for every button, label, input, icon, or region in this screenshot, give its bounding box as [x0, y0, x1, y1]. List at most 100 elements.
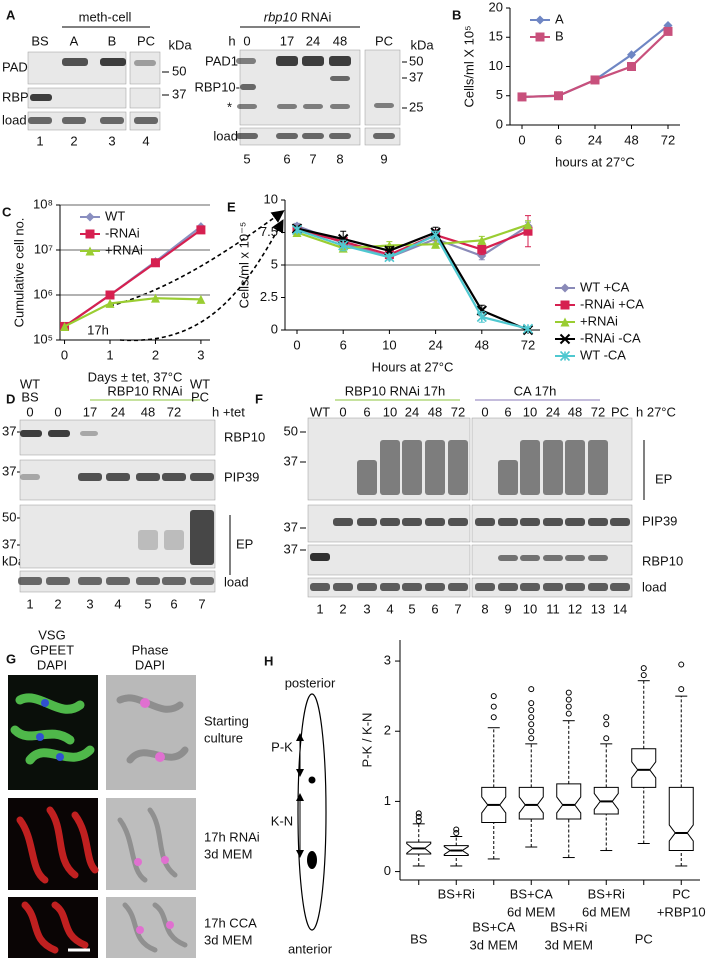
legend-label: -RNAi — [105, 225, 140, 240]
x-tick-label: 3d MEM — [545, 937, 593, 952]
label: 0 — [54, 404, 61, 419]
row-label: Starting — [204, 713, 249, 728]
blot-band — [357, 583, 377, 591]
legend-marker — [559, 350, 571, 362]
lane-number: 8 — [481, 601, 488, 616]
row-label: RBP10- — [194, 79, 240, 94]
blot-band — [520, 518, 540, 526]
label: P-K — [271, 739, 293, 754]
blot-band — [18, 577, 42, 585]
label: RBP10 RNAi — [107, 383, 182, 398]
marker — [196, 225, 206, 235]
blot-strip — [27, 51, 127, 85]
blot-band — [190, 473, 214, 481]
lane-number: 7 — [309, 151, 316, 166]
series-line — [64, 297, 201, 328]
series-line — [296, 228, 529, 330]
blot-band — [134, 117, 158, 124]
row-label: load — [224, 574, 249, 589]
outlier — [640, 672, 647, 679]
blot-band — [46, 577, 70, 585]
label: RNAi — [301, 9, 331, 24]
label: Phase — [132, 642, 169, 657]
size-marker: 50 — [172, 63, 186, 78]
marker — [291, 224, 303, 235]
blot-band — [498, 583, 518, 591]
x-tick-label: 10 — [382, 337, 396, 352]
legend-label: -RNAi +CA — [580, 296, 644, 311]
marker — [477, 235, 487, 245]
lane-number: 2 — [339, 601, 346, 616]
size-marker: 37 — [2, 463, 16, 478]
blot-band — [520, 583, 540, 591]
label: DAPI — [37, 657, 67, 672]
blot-band — [333, 518, 353, 526]
annotation: 17h — [87, 322, 109, 337]
legend-label: -RNAi -CA — [580, 330, 641, 345]
marker — [522, 323, 534, 334]
x-tick-label: PC — [635, 931, 653, 946]
lane-number: 1 — [36, 133, 43, 148]
label: posterior — [285, 675, 336, 690]
blot-band — [106, 577, 130, 585]
marker — [196, 294, 206, 304]
lane-number: 7 — [454, 601, 461, 616]
legend-marker — [560, 317, 570, 327]
row-label: PIP39 — [642, 513, 677, 528]
label: rbp10 — [264, 9, 298, 24]
blot-band — [20, 430, 42, 437]
outlier — [565, 703, 572, 710]
legend-marker — [560, 300, 570, 310]
label: VSG — [38, 627, 65, 642]
x-tick-label: 6d MEM — [507, 904, 555, 919]
blot-band — [134, 60, 156, 66]
outlier — [415, 818, 422, 825]
x-tick-label: 72 — [521, 337, 535, 352]
size-marker: 37 — [172, 86, 186, 101]
x-tick-label: 1 — [106, 347, 113, 362]
dashed-arrow — [119, 219, 284, 342]
blot-band — [588, 555, 608, 561]
x-tick-label: 24 — [428, 337, 442, 352]
blot-band — [310, 583, 330, 591]
label: 0 — [26, 404, 33, 419]
blot-band — [380, 583, 400, 591]
micrograph-panels — [8, 675, 196, 958]
blot-band — [48, 430, 70, 437]
blot-band — [236, 58, 256, 64]
blot-band — [329, 56, 351, 66]
label: GPEET — [30, 642, 74, 657]
blot-band — [106, 473, 130, 481]
row-label: RBP10 — [642, 553, 683, 568]
marker — [60, 321, 70, 331]
size-marker: 37 — [284, 541, 298, 556]
size-marker: 37 — [284, 453, 298, 468]
blot-band — [164, 530, 184, 550]
blot-band — [329, 133, 351, 139]
blot-band — [330, 104, 350, 109]
box — [668, 786, 694, 852]
box — [631, 748, 657, 788]
outlier — [640, 665, 647, 672]
blot-band — [610, 583, 630, 591]
x-tick-label: 6 — [555, 132, 562, 147]
blot-band — [100, 117, 124, 124]
legend-label: B — [555, 28, 564, 43]
label: 0 — [481, 404, 488, 419]
row-label: load — [642, 579, 667, 594]
x-tick-label: 3 — [197, 347, 204, 362]
lane-number: 10 — [523, 601, 537, 616]
blot-band — [80, 431, 98, 436]
outlier — [528, 728, 535, 735]
blot-band — [425, 518, 445, 526]
label: BS — [21, 389, 39, 404]
dashed-arrow — [109, 210, 285, 307]
blot-band — [498, 460, 518, 495]
row-label: 3d MEM — [204, 846, 252, 861]
row-label: load — [2, 112, 27, 127]
marker — [517, 92, 527, 102]
blot-band — [543, 440, 563, 495]
blot-band — [237, 104, 257, 109]
blot-band — [373, 133, 395, 139]
label: 24 — [546, 404, 560, 419]
